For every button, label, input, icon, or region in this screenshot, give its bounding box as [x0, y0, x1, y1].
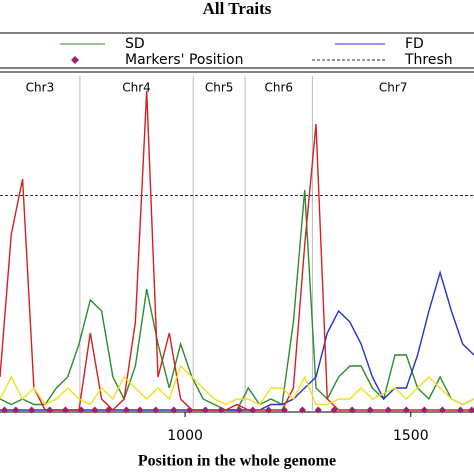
marker-position — [384, 406, 392, 414]
marker-position — [104, 406, 112, 414]
marker-position — [61, 406, 69, 414]
marker-position — [46, 406, 54, 414]
marker-position — [1, 406, 9, 414]
marker-position — [420, 406, 428, 414]
chromosome-label: Chr5 — [205, 81, 234, 95]
marker-position — [201, 406, 209, 414]
series-line — [0, 364, 474, 406]
chromosome-label: Chr3 — [26, 81, 55, 95]
legend-label: FD — [405, 36, 424, 52]
marker-position — [314, 406, 322, 414]
legend-label: Thresh — [404, 52, 453, 68]
marker-position — [217, 406, 225, 414]
legend-label: Markers' Position — [125, 52, 244, 68]
marker-position — [28, 406, 36, 414]
x-axis-label: Position in the whole genome — [138, 453, 336, 470]
marker-position — [235, 406, 243, 414]
marker-position — [152, 406, 160, 414]
chromosome-label: Chr6 — [264, 81, 293, 95]
marker-position — [330, 406, 338, 414]
marker-position — [265, 406, 273, 414]
chart-title: All Traits — [203, 0, 272, 18]
marker-position — [77, 406, 85, 414]
series-line — [0, 189, 474, 411]
series-line — [0, 270, 474, 411]
marker-position — [280, 406, 288, 414]
chromosome-label: Chr4 — [122, 81, 151, 95]
marker-position — [456, 406, 464, 414]
x-tick-label: 1000 — [167, 428, 203, 444]
marker-position — [468, 406, 474, 414]
marker-position — [136, 406, 144, 414]
marker-position — [438, 406, 446, 414]
marker-position — [91, 406, 99, 414]
marker-position — [249, 406, 257, 414]
series-line — [0, 90, 474, 411]
marker-position — [366, 406, 374, 414]
marker-position — [170, 406, 178, 414]
marker-position — [12, 406, 20, 414]
marker-position — [402, 406, 410, 414]
x-tick-label: 1500 — [393, 428, 429, 444]
chromosome-label: Chr7 — [379, 81, 408, 95]
marker-position — [348, 406, 356, 414]
legend-swatch — [71, 56, 79, 64]
marker-position — [298, 406, 306, 414]
marker-position — [186, 406, 194, 414]
marker-position — [122, 406, 130, 414]
legend-label: SD — [125, 36, 145, 52]
